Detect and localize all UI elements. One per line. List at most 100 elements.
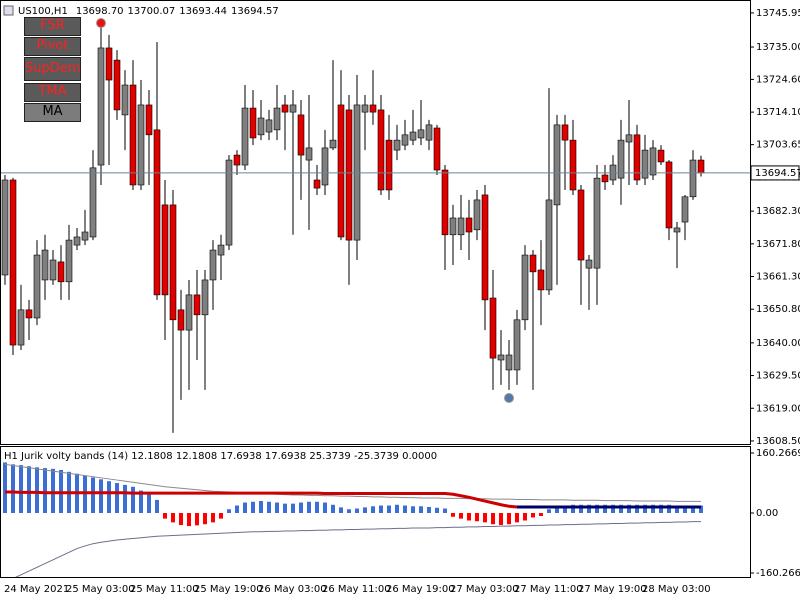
histogram-bar bbox=[43, 468, 47, 514]
histogram-bar bbox=[139, 490, 143, 514]
histogram-bar bbox=[123, 484, 127, 514]
candle-body bbox=[41, 249, 49, 281]
candle-body bbox=[265, 119, 273, 133]
candle-body bbox=[193, 294, 201, 316]
candle-body bbox=[513, 319, 521, 371]
x-tick-label: 27 May 11:00 bbox=[514, 584, 583, 595]
candle-body bbox=[321, 147, 329, 186]
candle-body bbox=[521, 254, 529, 321]
histogram-bar bbox=[283, 503, 287, 514]
candle-body bbox=[297, 114, 305, 156]
histogram-bar bbox=[523, 513, 527, 521]
candle-body bbox=[377, 109, 385, 191]
candle-body bbox=[441, 169, 449, 236]
histogram-bar bbox=[491, 513, 495, 525]
candle-body bbox=[225, 159, 233, 246]
histogram-bar bbox=[227, 509, 231, 514]
histogram-bar bbox=[363, 507, 367, 514]
candle-body bbox=[97, 47, 105, 166]
y-tick-label: 13671.80 bbox=[756, 239, 800, 250]
candle-body bbox=[369, 104, 377, 113]
indicator-title: H1 Jurik volty bands (14) 12.1808 12.180… bbox=[4, 451, 437, 462]
x-tick-label: 28 May 03:00 bbox=[642, 584, 711, 595]
candle-body bbox=[625, 134, 633, 143]
candle-body bbox=[481, 194, 489, 301]
histogram-bar bbox=[379, 505, 383, 514]
candle-body bbox=[601, 174, 609, 183]
histogram-bar bbox=[35, 467, 39, 514]
histogram-bar bbox=[99, 479, 103, 514]
histogram-bar bbox=[627, 504, 631, 514]
histogram-bar bbox=[619, 504, 623, 514]
histogram-bar bbox=[11, 464, 15, 514]
y-tick-label: 13735.00 bbox=[756, 42, 800, 53]
histogram-bar bbox=[419, 506, 423, 514]
histogram-bar bbox=[91, 477, 95, 514]
candle-body bbox=[305, 147, 313, 161]
candle-body bbox=[561, 124, 569, 141]
candle-body bbox=[17, 309, 25, 346]
button[interactable]: FSR bbox=[24, 17, 81, 36]
candle-body bbox=[33, 254, 41, 319]
histogram-bar bbox=[451, 513, 455, 517]
candle-body bbox=[241, 107, 249, 166]
main-plot: 13745.95 13735.00 13724.60 13714.10 13703.65… bbox=[1, 8, 800, 595]
candle-body bbox=[529, 254, 537, 273]
y-tick-label: 13661.30 bbox=[756, 272, 800, 283]
candle-body bbox=[145, 104, 153, 136]
histogram-bar bbox=[243, 502, 247, 514]
x-tick-label: 26 May 11:00 bbox=[322, 584, 391, 595]
button[interactable]: MA bbox=[24, 103, 81, 122]
close-price: 13694.57 bbox=[231, 6, 279, 17]
histogram-bar bbox=[699, 505, 703, 514]
candle-body bbox=[257, 117, 265, 136]
histogram-bar bbox=[659, 504, 663, 514]
candle-body bbox=[465, 217, 473, 233]
candle-body bbox=[489, 297, 497, 359]
candle-body bbox=[73, 236, 81, 246]
candle-body bbox=[537, 269, 545, 291]
candle-body bbox=[361, 104, 369, 113]
candle-body bbox=[249, 107, 257, 139]
indicator-line bbox=[4, 463, 701, 502]
y-tick-label: 13703.65 bbox=[756, 140, 800, 151]
histogram-bar bbox=[219, 513, 223, 519]
histogram-bar bbox=[291, 503, 295, 514]
histogram-bar bbox=[371, 506, 375, 514]
candle-body bbox=[665, 161, 673, 229]
histogram-bar bbox=[51, 468, 55, 514]
candle-body bbox=[9, 179, 17, 346]
candle-body bbox=[401, 134, 409, 146]
candle-body bbox=[577, 189, 585, 261]
button[interactable]: SupDem bbox=[24, 57, 81, 81]
button[interactable]: Pivot bbox=[24, 37, 81, 56]
histogram-bar bbox=[179, 513, 183, 525]
candle-body bbox=[617, 139, 625, 179]
histogram-bar bbox=[187, 513, 191, 527]
histogram-bar bbox=[387, 505, 391, 514]
signal-marker bbox=[96, 18, 106, 29]
candle-body bbox=[449, 217, 457, 236]
y-tick-label: -160.2669 bbox=[756, 568, 800, 579]
candle-body bbox=[217, 244, 225, 256]
candle-body bbox=[633, 134, 641, 181]
histogram-bar bbox=[171, 513, 175, 523]
button[interactable]: TMA bbox=[24, 83, 81, 102]
candle-body bbox=[569, 139, 577, 191]
x-tick-label: 25 May 11:00 bbox=[130, 584, 199, 595]
candle-body bbox=[65, 239, 73, 283]
candle-body bbox=[673, 227, 681, 233]
candle-body bbox=[169, 204, 177, 321]
candle-body bbox=[161, 204, 169, 296]
y-tick-label: 13724.60 bbox=[756, 74, 800, 85]
candle-body bbox=[313, 179, 321, 189]
y-tick-label: 13619.00 bbox=[756, 403, 800, 414]
histogram-bar bbox=[483, 513, 487, 523]
histogram-bar bbox=[667, 504, 671, 514]
candle-body bbox=[121, 84, 129, 116]
candle-body bbox=[281, 104, 289, 113]
candle-body bbox=[57, 261, 65, 283]
candle-body bbox=[409, 131, 417, 141]
histogram-bar bbox=[315, 501, 319, 514]
histogram-bar bbox=[539, 513, 543, 517]
